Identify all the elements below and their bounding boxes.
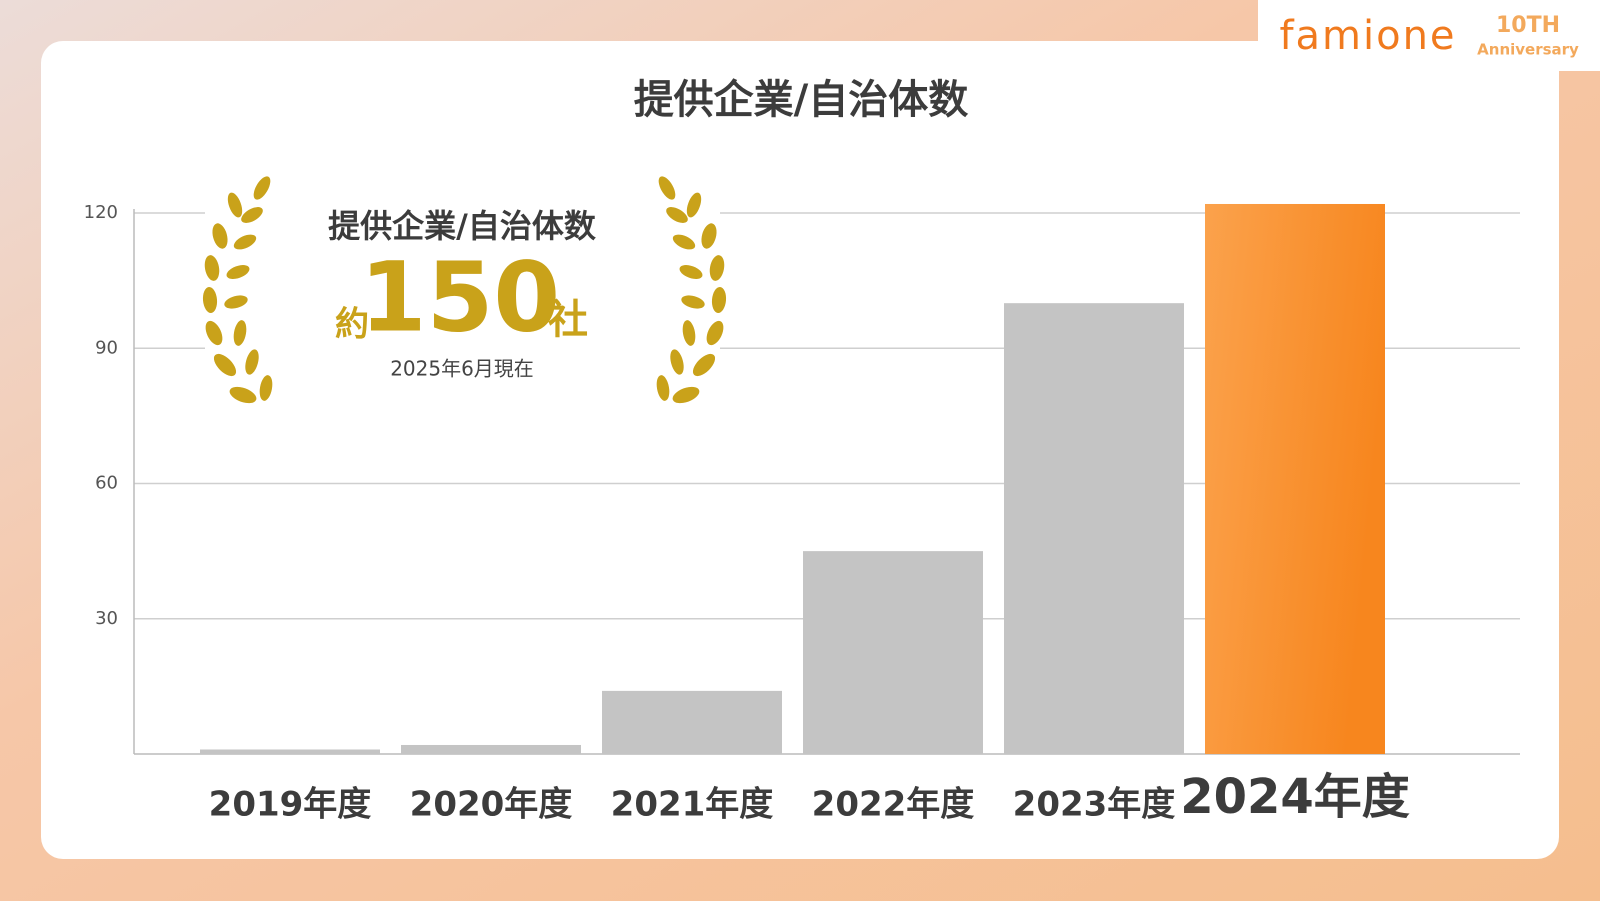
x-tick-label: 2019年度 (209, 785, 372, 825)
logo-box (1258, 0, 1600, 71)
logo-anniversary-sub: Anniversary (1477, 41, 1579, 59)
bar (1004, 303, 1184, 754)
x-tick-label: 2024年度 (1180, 769, 1410, 825)
bar (401, 744, 581, 754)
badge-prefix: 約 (335, 305, 369, 345)
y-tick-label: 60 (95, 473, 118, 494)
x-tick-label: 2022年度 (812, 785, 975, 825)
badge-backdrop (205, 165, 720, 420)
badge-value: 150 (360, 241, 560, 353)
badge-note: 2025年6月現在 (390, 357, 534, 381)
badge-title: 提供企業/自治体数 (328, 207, 597, 245)
bar (803, 551, 983, 754)
chart-title: 提供企業/自治体数 (634, 77, 969, 123)
x-tick-label: 2021年度 (611, 785, 774, 825)
badge-suffix: 社 (548, 297, 588, 343)
bar (602, 690, 782, 754)
laurel-left (202, 176, 273, 404)
plot: 2019年度 2020年度 2021年度 2022年度 2023年度 2024年度 (200, 203, 1410, 825)
y-tick-label: 30 (95, 608, 118, 629)
bar (1205, 203, 1385, 754)
bar (200, 749, 380, 754)
logo-anniversary: 10TH (1496, 13, 1560, 38)
x-tick-label: 2023年度 (1013, 785, 1176, 825)
x-tick-label: 2020年度 (410, 785, 573, 825)
logo-name: famione (1279, 13, 1456, 59)
y-tick-label: 90 (95, 337, 118, 358)
laurel-right (656, 176, 727, 404)
y-tick-label: 120 (84, 202, 118, 223)
